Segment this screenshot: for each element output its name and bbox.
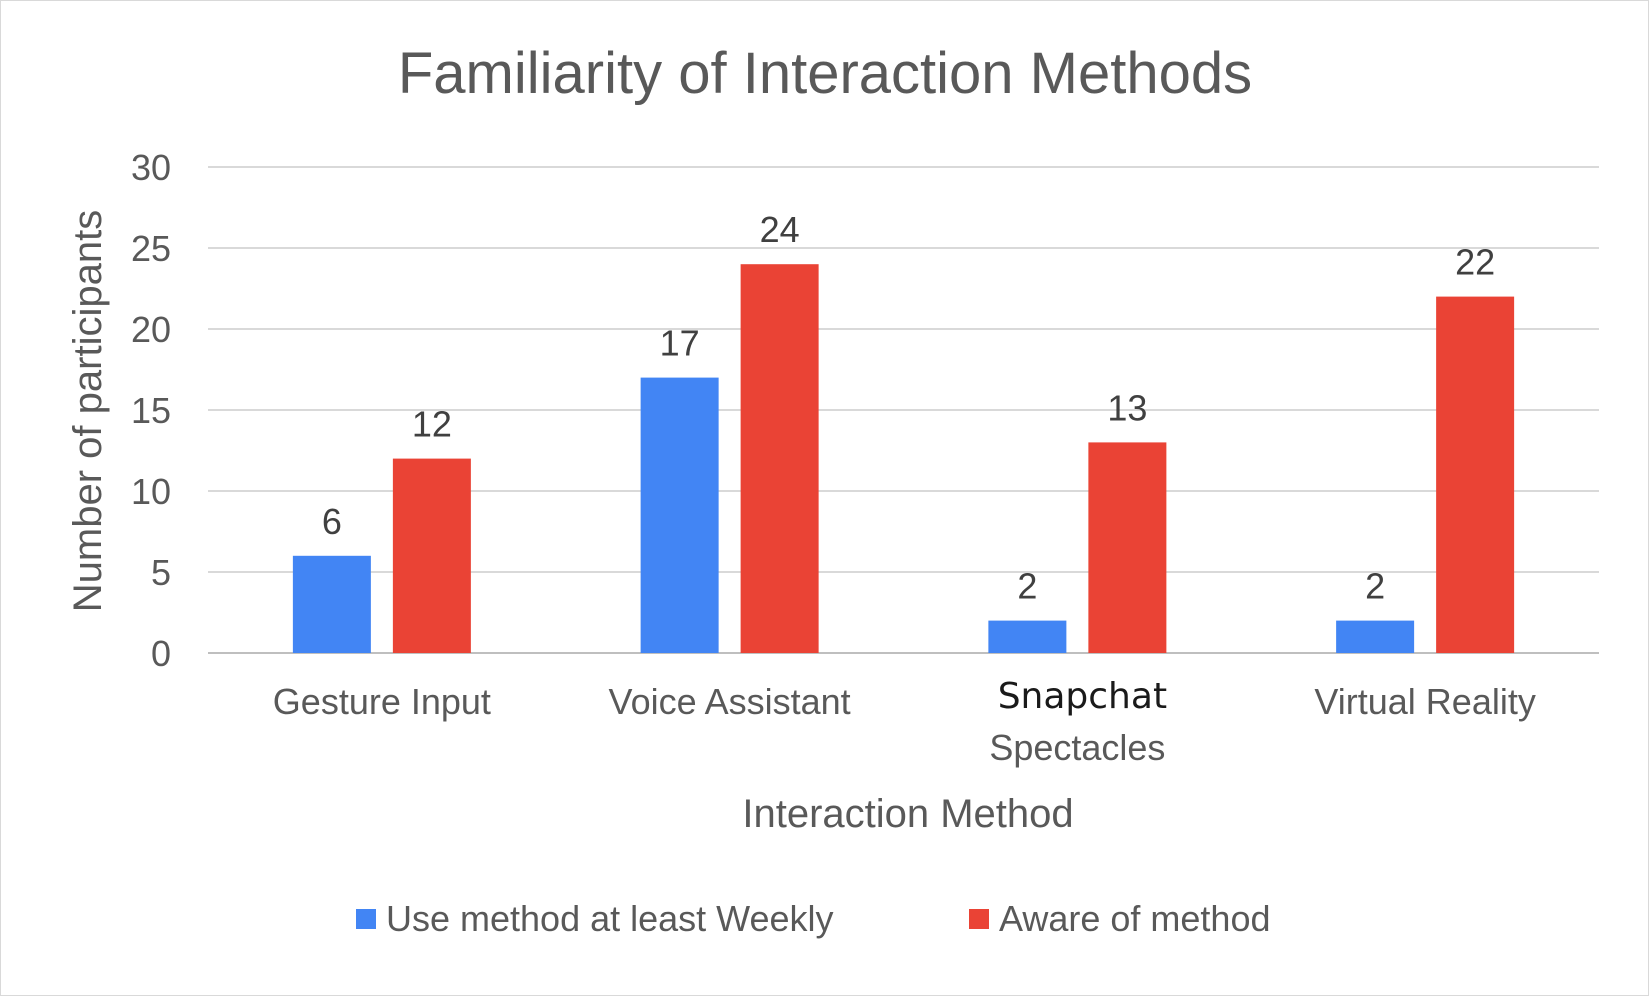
data-label: 6 [322,501,342,542]
data-label: 12 [412,404,452,445]
x-tick-label: Gesture Input [273,681,491,722]
chart-title: Familiarity of Interaction Methods [398,41,1252,106]
bar [1336,620,1415,653]
legend-label: Aware of method [999,898,1271,939]
bar [1088,442,1167,653]
x-axis-categories: Gesture Input Voice Assistant Snapchat Spec… [273,676,1536,768]
y-tick-label: 25 [131,228,171,269]
bar [988,620,1067,653]
legend-swatch [356,909,376,929]
x-tick-label: Spectacles [989,727,1165,768]
bar [292,555,371,653]
x-tick-label: Voice Assistant [609,681,851,722]
y-tick-label: 0 [151,633,171,674]
y-tick-label: 5 [151,552,171,593]
legend-label: Use method at least Weekly [386,898,834,939]
data-label: 22 [1455,242,1495,283]
bar [1436,296,1515,653]
bar [640,377,719,653]
y-tick-label: 20 [131,309,171,350]
bars [292,264,1515,653]
legend-swatch [969,909,989,929]
data-label: 24 [760,209,800,250]
legend: Use method at least Weekly Aware of metho… [356,898,1271,939]
y-tick-label: 15 [131,390,171,431]
y-tick-label: 10 [131,471,171,512]
data-label: 13 [1107,387,1147,428]
x-axis-title: Interaction Method [742,792,1073,836]
data-label: 2 [1365,566,1385,607]
bar [392,458,471,653]
x-tick-label: Virtual Reality [1314,681,1535,722]
y-axis-ticks: 0 5 10 15 20 25 30 [131,147,171,674]
x-tick-label: Snapchat [998,676,1167,717]
y-axis-title: Number of participants [66,210,110,612]
data-label: 17 [660,323,700,364]
bar [740,264,819,653]
data-label: 2 [1017,566,1037,607]
y-tick-label: 30 [131,147,171,188]
